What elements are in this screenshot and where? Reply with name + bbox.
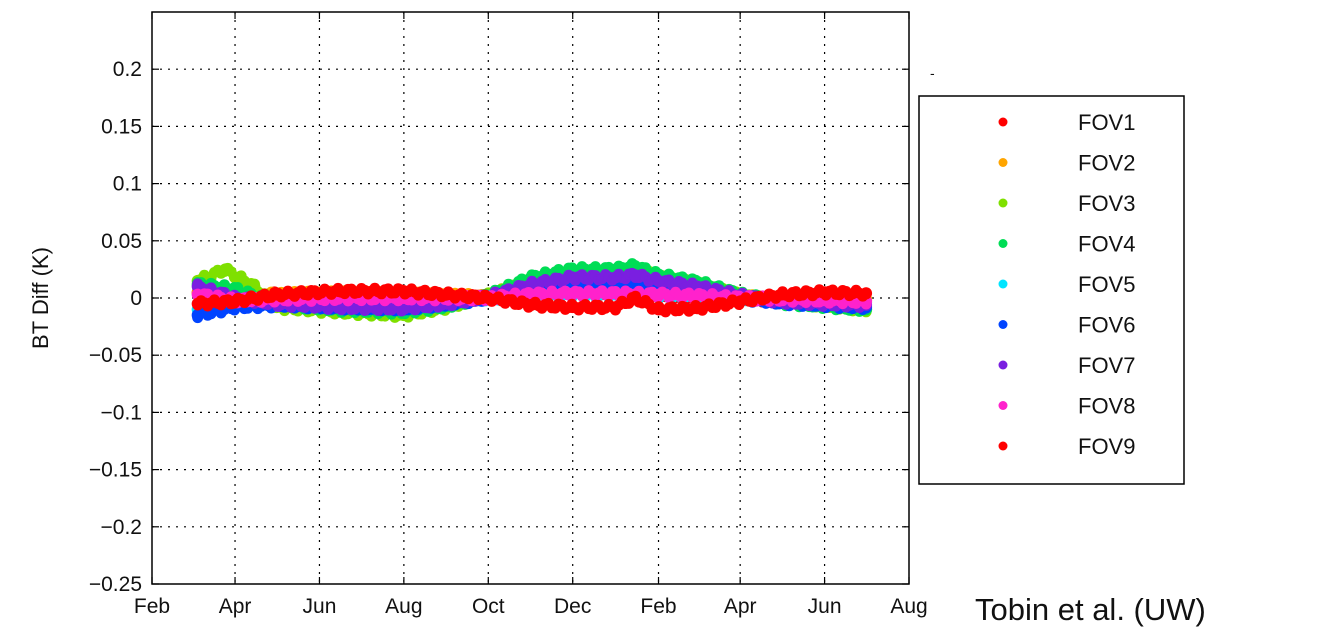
y-tick-label: −0.25 [89, 573, 142, 596]
data-point [566, 287, 579, 300]
data-point [734, 295, 747, 308]
x-tick-labels: Feb Apr Jun Aug Oct Dec Feb Apr Jun Aug [134, 595, 928, 618]
legend-marker-fov5 [998, 279, 1008, 289]
data-point [628, 269, 641, 282]
data-point [191, 309, 204, 322]
x-tick-label: Aug [890, 595, 927, 618]
y-tick-label: 0.05 [101, 230, 142, 253]
x-tick-label: Jun [303, 595, 337, 618]
data-point [191, 297, 204, 310]
data-point [440, 288, 453, 301]
legend-box [918, 95, 1185, 485]
data-point [482, 292, 495, 304]
legend: FOV1 FOV2 FOV3 FOV4 FOV5 FOV6 FOV7 FOV8 FOV9 [998, 110, 1135, 459]
legend-marker-fov8 [998, 401, 1008, 410]
legend-label-fov4: FOV4 [1078, 232, 1135, 257]
x-tick-label: Feb [640, 595, 676, 618]
y-tick-label: 0.2 [113, 58, 142, 81]
legend-marker-fov4 [998, 239, 1008, 248]
data-points [191, 258, 873, 324]
x-tick-label: Apr [219, 595, 252, 618]
y-tick-labels: 0.2 0.15 0.1 0.05 0 −0.05 −0.1 −0.15 −0.2 −0.25 [89, 58, 142, 596]
y-axis-title: BT Diff (K) [28, 247, 53, 349]
x-tick-label: Oct [472, 595, 505, 618]
axis-ticks [151, 12, 910, 585]
y-tick-label: 0.1 [113, 173, 142, 196]
legend-marker-fov9 [998, 441, 1008, 451]
data-point [397, 285, 410, 298]
data-point [860, 287, 873, 300]
legend-label-fov5: FOV5 [1078, 272, 1135, 297]
data-point [818, 286, 831, 299]
data-point [566, 301, 579, 314]
data-point [652, 274, 665, 287]
legend-label-fov6: FOV6 [1078, 313, 1135, 338]
credit-text: Tobin et al. (UW) [975, 592, 1206, 627]
data-point [609, 271, 622, 284]
data-point [229, 295, 242, 308]
legend-marker-fov6 [998, 320, 1008, 329]
data-point [628, 292, 641, 304]
x-tick-label: Apr [724, 595, 757, 618]
y-tick-label: −0.1 [101, 401, 142, 424]
legend-label-fov3: FOV3 [1078, 191, 1135, 216]
data-point [609, 287, 622, 300]
data-point [219, 263, 232, 276]
stray-mark: - [930, 65, 935, 81]
y-tick-label: −0.05 [89, 344, 142, 367]
y-tick-label: −0.2 [101, 516, 142, 539]
legend-label-fov8: FOV8 [1078, 394, 1135, 419]
legend-label-fov1: FOV1 [1078, 110, 1135, 135]
series-fov9 [191, 282, 873, 318]
legend-marker-fov1 [998, 117, 1008, 127]
legend-marker-fov2 [998, 158, 1008, 167]
y-tick-label: 0.15 [101, 115, 142, 138]
x-tick-label: Dec [554, 595, 591, 618]
data-point [270, 288, 283, 301]
data-point [652, 303, 665, 316]
legend-marker-fov7 [998, 360, 1008, 370]
data-point [652, 288, 665, 301]
y-tick-label: 0 [130, 287, 142, 310]
x-tick-label: Aug [385, 595, 422, 618]
y-tick-label: −0.15 [89, 459, 142, 482]
x-tick-label: Jun [808, 595, 842, 618]
data-point [691, 289, 704, 302]
data-point [775, 288, 788, 301]
x-tick-label: Feb [134, 595, 170, 618]
data-point [525, 298, 538, 311]
legend-label-fov9: FOV9 [1078, 434, 1135, 459]
data-point [691, 302, 704, 315]
legend-marker-fov3 [998, 198, 1008, 208]
data-point [566, 271, 579, 284]
legend-label-fov2: FOV2 [1078, 151, 1135, 176]
data-point [609, 301, 622, 314]
data-point [332, 285, 345, 298]
legend-label-fov7: FOV7 [1078, 353, 1135, 378]
